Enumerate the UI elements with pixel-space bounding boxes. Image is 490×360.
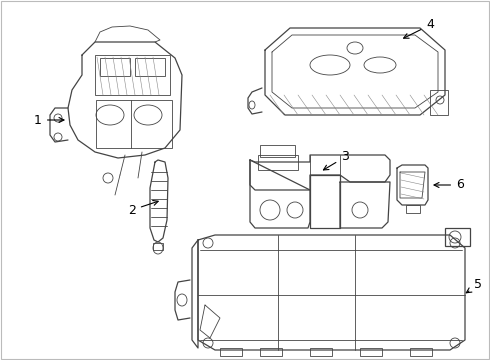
Bar <box>100 58 130 76</box>
Bar <box>310 348 332 356</box>
Text: 5: 5 <box>466 279 482 293</box>
Bar <box>260 348 282 356</box>
Bar <box>96 100 172 148</box>
Text: 2: 2 <box>128 201 158 216</box>
Bar <box>153 243 163 250</box>
Bar <box>260 145 295 157</box>
Bar <box>406 205 420 213</box>
Text: 6: 6 <box>434 179 464 192</box>
Bar <box>135 58 165 76</box>
Bar <box>258 155 298 170</box>
Text: 4: 4 <box>404 18 434 38</box>
Bar <box>220 348 242 356</box>
Bar <box>445 228 470 246</box>
Text: 3: 3 <box>323 150 349 170</box>
Bar <box>95 55 170 95</box>
Text: 1: 1 <box>34 113 64 126</box>
Bar <box>410 348 432 356</box>
Bar <box>430 90 448 115</box>
Bar <box>360 348 382 356</box>
